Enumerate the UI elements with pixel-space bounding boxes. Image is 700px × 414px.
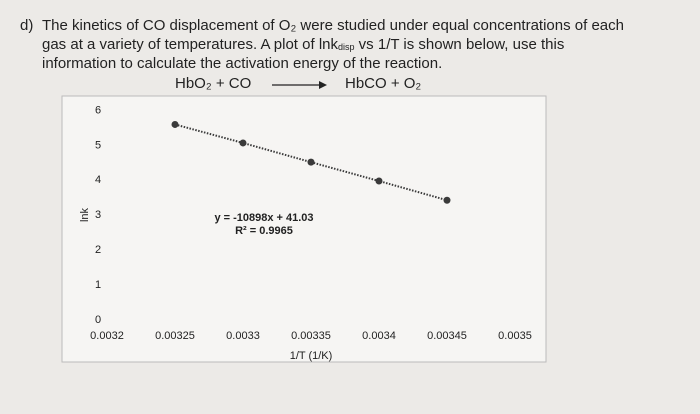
x-tick-label: 0.00325	[155, 330, 195, 342]
text: information to calculate the activation …	[42, 55, 442, 72]
question-line: information to calculate the activation …	[42, 55, 442, 72]
data-point	[171, 120, 179, 128]
y-tick-label: 3	[95, 209, 101, 221]
annotation: y = -10898x + 41.03	[214, 212, 313, 224]
annotation: R² = 0.9965	[235, 225, 293, 237]
data-point	[307, 158, 315, 166]
question-line: The kinetics of CO displacement of O₂ we…	[42, 17, 624, 34]
y-tick-label: 4	[95, 174, 101, 186]
data-point	[443, 196, 451, 204]
x-tick-label: 0.0035	[498, 330, 532, 342]
y-tick-label: 2	[95, 244, 101, 256]
text: The kinetics of CO displacement of O₂ we…	[42, 17, 624, 34]
products: HbCO + O₂	[345, 75, 421, 92]
x-tick-label: 0.0032	[90, 330, 124, 342]
question-label: d)	[20, 17, 33, 34]
reactants: HbO₂ + CO	[175, 75, 251, 92]
y-tick-label: 5	[95, 139, 101, 151]
x-tick-label: 0.0034	[362, 330, 396, 342]
arrow-head	[319, 81, 327, 89]
subscript: disp	[338, 42, 355, 52]
data-point	[375, 177, 383, 185]
text: vs 1/T is shown below, use this	[355, 36, 565, 53]
chart-frame	[61, 95, 547, 363]
y-tick-label: 0	[95, 314, 101, 326]
x-tick-label: 0.0033	[226, 330, 260, 342]
x-axis-label: 1/T (1/K)	[290, 350, 333, 362]
x-tick-label: 0.00335	[291, 330, 331, 342]
question-line: gas at a variety of temperatures. A plot…	[42, 36, 564, 53]
y-tick-label: 6	[95, 104, 101, 116]
y-axis-label: lnk	[79, 207, 91, 222]
y-tick-label: 1	[95, 279, 101, 291]
x-tick-label: 0.00345	[427, 330, 467, 342]
text: gas at a variety of temperatures. A plot…	[42, 36, 338, 53]
data-point	[239, 139, 247, 147]
